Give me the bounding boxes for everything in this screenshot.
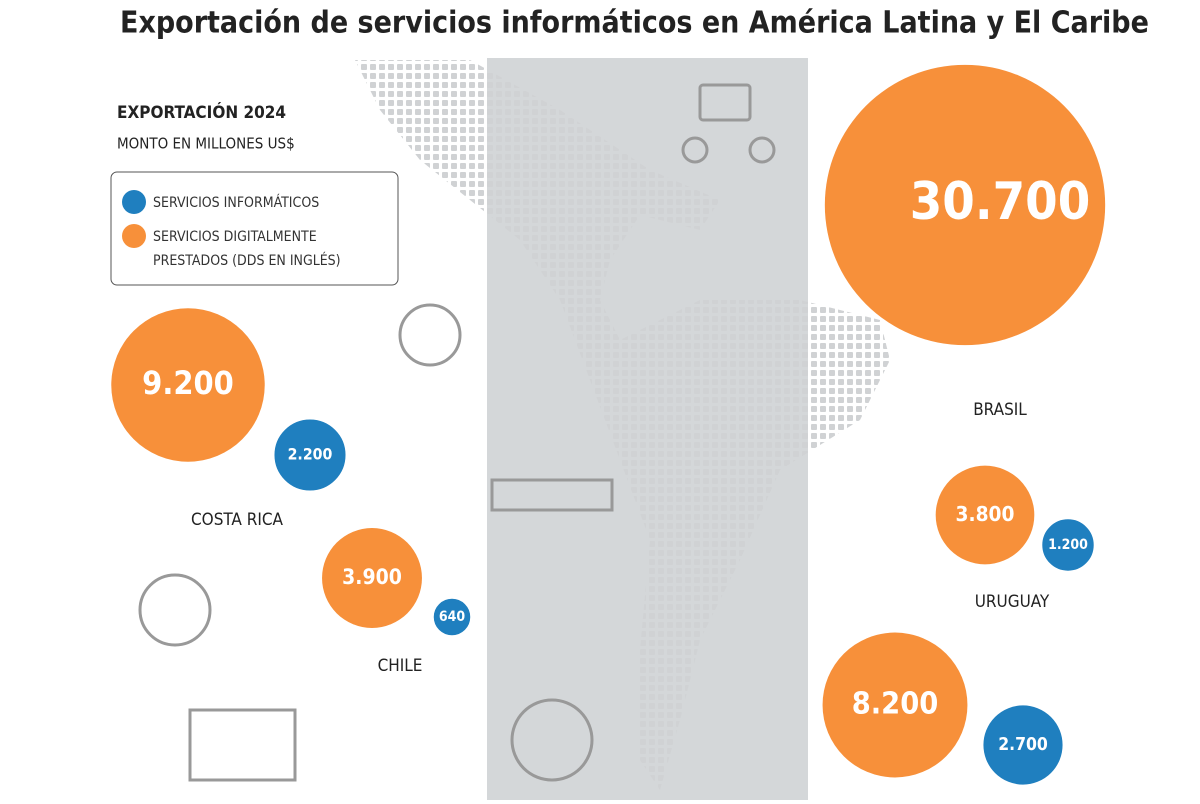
value-label: 3.800 (956, 502, 1015, 526)
value-label: 2.700 (998, 735, 1048, 755)
value-label: 2.200 (288, 445, 333, 464)
legend-label: SERVICIOS INFORMÁTICOS (153, 195, 320, 211)
subtitle: EXPORTACIÓN 2024 (117, 101, 286, 123)
bubble (935, 465, 1035, 565)
country-label: URUGUAY (975, 592, 1050, 612)
value-label: 3.900 (342, 565, 402, 589)
country-label: BRASIL (973, 400, 1027, 420)
value-label: 30.700 (910, 172, 1091, 232)
legend-item: SERVICIOS INFORMÁTICOS (153, 195, 320, 211)
value-label: 8.200 (852, 687, 939, 722)
value-label: 640 (439, 609, 466, 625)
bubble (270, 415, 350, 495)
bubble (824, 64, 1106, 346)
bubble (1038, 515, 1098, 575)
legend-swatch (122, 190, 146, 214)
chart-title: Exportación de servicios informáticos en… (120, 6, 1149, 41)
bubble (979, 701, 1067, 789)
bubble (822, 632, 968, 778)
map (355, 60, 890, 790)
country-label: COSTA RICA (191, 510, 284, 530)
bubble (429, 594, 475, 640)
icons (138, 83, 776, 782)
value-label: 1.200 (1048, 537, 1088, 553)
bubble (111, 308, 265, 462)
country-label: CHILE (378, 656, 423, 676)
legend-label: SERVICIOS DIGITALMENTE PRESTADOS (DDS EN… (153, 229, 341, 269)
bubble (322, 528, 422, 628)
unit-label: MONTO EN MILLONES US$ (117, 135, 295, 153)
legend-swatch (122, 224, 146, 248)
legend-item: SERVICIOS DIGITALMENTE PRESTADOS (DDS EN… (153, 229, 341, 269)
value-label: 9.200 (142, 364, 234, 402)
legend-box (110, 171, 399, 286)
